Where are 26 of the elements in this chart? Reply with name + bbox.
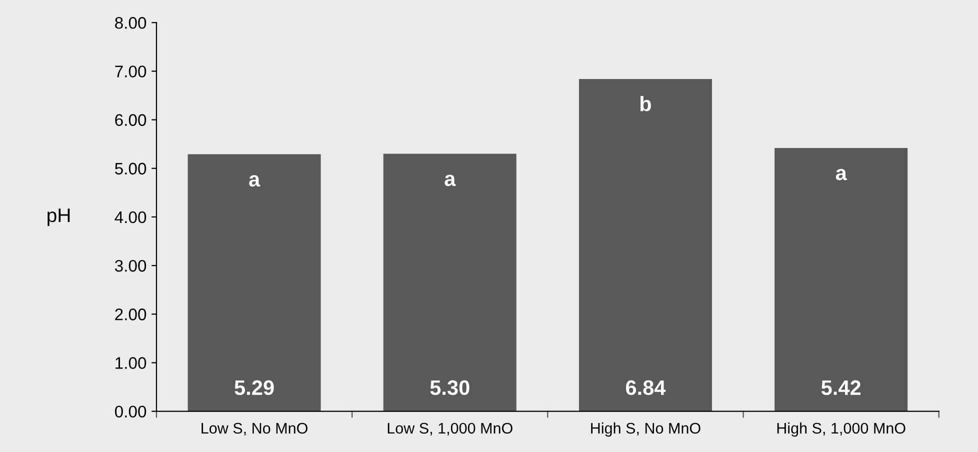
x-tick-label: Low S, No MnO [202, 422, 308, 436]
y-tick-label: 5.00 [114, 162, 146, 175]
annotation: a [249, 175, 260, 187]
data-label: 5.42 [821, 380, 861, 396]
y-tick-label: 7.00 [115, 66, 146, 78]
x-tick-label: Low S, 1,000 MnO [388, 422, 512, 436]
bar [383, 154, 516, 412]
data-label: 5.30 [430, 380, 470, 396]
bar [578, 78, 712, 412]
data-label: 5.29 [234, 380, 274, 396]
annotation: b [640, 96, 651, 112]
x-tick-label: High S, No MnO [591, 422, 700, 437]
annotation: a [444, 174, 456, 186]
bar [774, 148, 908, 412]
y-tick-label: 6.00 [115, 114, 146, 126]
y-tick-label: 1.00 [116, 357, 146, 369]
y-axis-title: pH [48, 208, 70, 226]
bar [188, 154, 321, 412]
y-tick-label: 3.00 [114, 260, 146, 272]
x-tick-label: High S, 1,000 MnO [777, 422, 906, 437]
data-label: 6.84 [626, 380, 666, 396]
annotation: a [836, 168, 848, 180]
y-tick-label: 0.00 [114, 406, 146, 418]
y-tick-label: 2.00 [115, 308, 146, 320]
y-tick-label: 8.00 [115, 17, 146, 29]
y-tick-label: 4.00 [114, 211, 146, 224]
